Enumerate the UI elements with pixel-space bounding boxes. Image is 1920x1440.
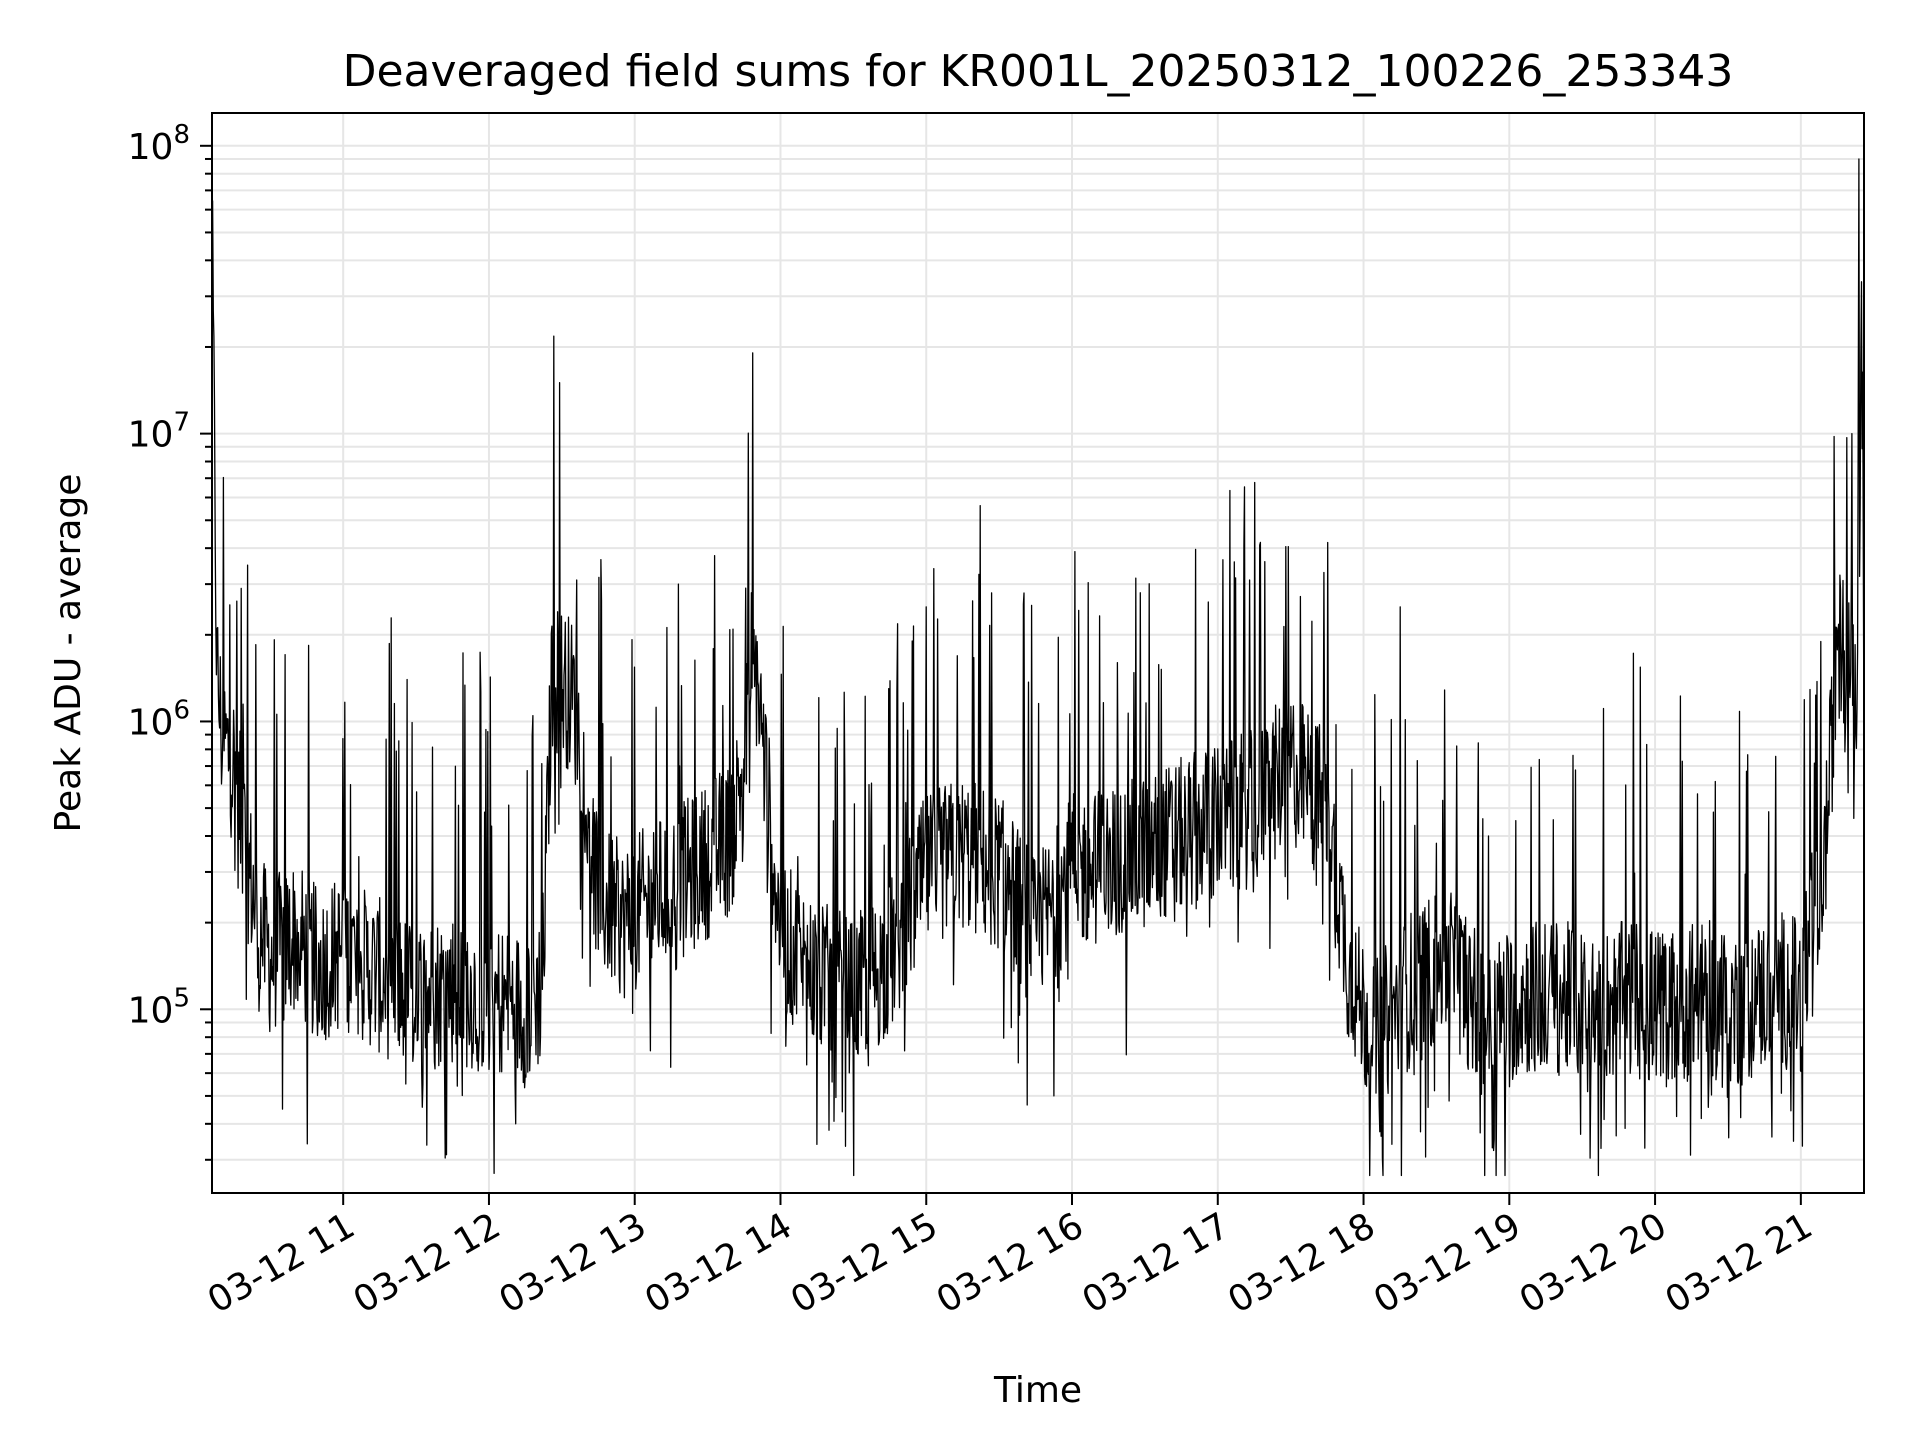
x-axis-label: Time xyxy=(993,1370,1082,1411)
series-layer xyxy=(212,158,1864,1177)
plot-frame xyxy=(211,112,1865,1194)
y-tick-label: 106 xyxy=(128,695,190,743)
y-tick-label: 108 xyxy=(128,120,190,168)
y-tick-label: 105 xyxy=(128,983,190,1031)
chart-title: Deaveraged field sums for KR001L_2025031… xyxy=(343,46,1734,97)
series-line xyxy=(212,158,1864,1177)
y-axis-label: Peak ADU - average xyxy=(48,474,89,833)
y-tick-label: 107 xyxy=(128,408,190,456)
